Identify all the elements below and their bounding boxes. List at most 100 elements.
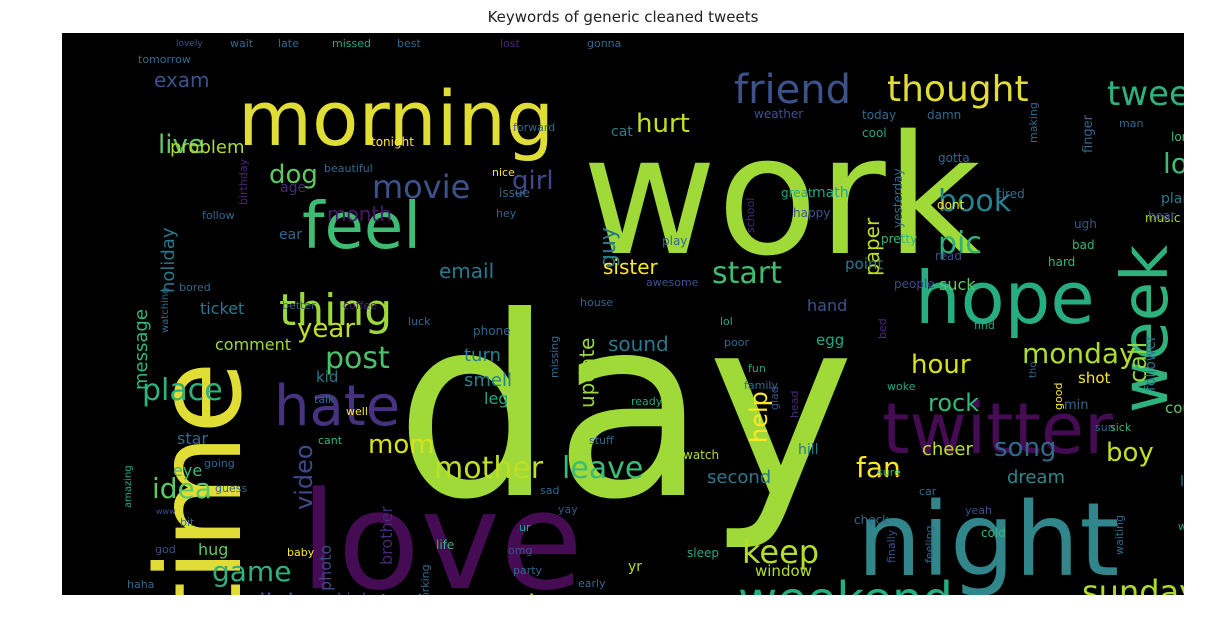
word-dog: dog bbox=[269, 160, 318, 190]
word-missed: missed bbox=[332, 37, 371, 50]
word-damn: damn bbox=[927, 108, 961, 122]
word-better: better bbox=[282, 299, 316, 312]
word-hard: hard bbox=[1048, 255, 1075, 269]
word-video: video bbox=[290, 444, 318, 510]
word-watching: watching bbox=[160, 287, 171, 333]
word-head: head bbox=[788, 391, 801, 418]
word-beautiful: beautiful bbox=[324, 162, 373, 175]
word-point: point bbox=[845, 255, 883, 273]
word-hand: hand bbox=[807, 296, 847, 315]
word-sunday: sunday bbox=[1082, 573, 1184, 595]
word-hate: hate bbox=[274, 374, 400, 439]
word-talk: talk bbox=[314, 393, 335, 406]
word-book: book bbox=[938, 184, 1012, 219]
word-boy: boy bbox=[1106, 438, 1154, 468]
word-holiday: holiday bbox=[158, 227, 179, 293]
word-yesterday: yesterday bbox=[891, 168, 905, 228]
word-song: song bbox=[994, 433, 1056, 463]
word-guess: guess bbox=[215, 482, 247, 495]
word-help: help bbox=[745, 391, 773, 443]
word-link: link bbox=[259, 589, 302, 595]
word-cloud-canvas: day work love time night morning twitter hope we… bbox=[62, 33, 1184, 595]
word-cant: cant bbox=[318, 434, 343, 447]
word-sad: sad bbox=[540, 484, 559, 497]
word-sure: sure bbox=[877, 466, 901, 479]
word-early: early bbox=[578, 577, 606, 590]
word-cool: cool bbox=[862, 126, 887, 140]
word-day: day bbox=[395, 263, 855, 554]
word-plan: plan bbox=[1161, 191, 1184, 207]
word-tweet: tweet bbox=[1107, 74, 1184, 114]
word-live: live bbox=[158, 130, 204, 160]
word-ticket: ticket bbox=[200, 299, 244, 318]
word-cold: cold bbox=[981, 526, 1006, 540]
word-today: today bbox=[862, 108, 896, 122]
word-baby: baby bbox=[287, 546, 315, 559]
word-game: game bbox=[212, 555, 291, 588]
word-sun: sun bbox=[1095, 421, 1115, 434]
word-awesome: awesome bbox=[646, 276, 699, 289]
word-wow: wow bbox=[1178, 520, 1184, 533]
word-yeah: yeah bbox=[965, 504, 992, 517]
word-bored: bored bbox=[179, 281, 211, 294]
word-start: start bbox=[712, 256, 782, 291]
word-car: car bbox=[919, 485, 937, 498]
word-well: well bbox=[346, 405, 368, 418]
word-fan: fan bbox=[856, 451, 901, 484]
word-movie: movie bbox=[372, 168, 470, 206]
word-message: message bbox=[131, 309, 152, 390]
word-smell: smell bbox=[464, 370, 512, 391]
word-keep: keep bbox=[742, 533, 819, 571]
word-dont: dont bbox=[937, 198, 965, 212]
word-eye: eye bbox=[173, 461, 202, 480]
word-read: read bbox=[935, 249, 962, 263]
word-god: god bbox=[155, 543, 176, 556]
word-ugh: ugh bbox=[1074, 217, 1097, 231]
word-omg: omg bbox=[508, 544, 532, 557]
word-post: post bbox=[325, 341, 390, 376]
word-late: late bbox=[278, 37, 299, 50]
word-sleep: sleep bbox=[687, 546, 719, 560]
word-family: family bbox=[744, 379, 778, 392]
word-phone: phone bbox=[473, 324, 511, 338]
word-bird: bird bbox=[337, 590, 366, 595]
word-test: test bbox=[380, 589, 426, 595]
word-check: check bbox=[854, 513, 889, 527]
word-leave: leave bbox=[562, 451, 643, 486]
word-play: play bbox=[662, 234, 687, 248]
word-going: going bbox=[204, 457, 235, 470]
word-find: find bbox=[974, 319, 995, 332]
word-amazing: amazing bbox=[123, 465, 134, 508]
word-nice: nice bbox=[492, 166, 515, 179]
word-missing: missing bbox=[548, 336, 561, 378]
word-haha: haha bbox=[127, 578, 154, 591]
word-dream: dream bbox=[1007, 467, 1065, 488]
word-fun: fun bbox=[748, 362, 766, 375]
word-min: min bbox=[1064, 398, 1089, 413]
word-monday: monday bbox=[1022, 337, 1136, 370]
word-hear: hear bbox=[1148, 209, 1175, 223]
word-update: update bbox=[575, 338, 599, 408]
word-lot: lot bbox=[1163, 147, 1184, 180]
word-yay: yay bbox=[558, 503, 578, 516]
word-suck: suck bbox=[939, 275, 976, 294]
word-tho: tho bbox=[1028, 362, 1039, 378]
word-sister: sister bbox=[603, 255, 659, 279]
word-coffee: coffee bbox=[343, 299, 377, 312]
word-making: making bbox=[1027, 102, 1040, 143]
word-bed: bed bbox=[876, 318, 889, 339]
word-problem: problem bbox=[170, 137, 244, 158]
word-girl: girl bbox=[512, 166, 554, 196]
word-bad: bad bbox=[1072, 238, 1095, 252]
chart-title: Keywords of generic cleaned tweets bbox=[487, 8, 759, 26]
word-lost: lost bbox=[500, 37, 521, 50]
word-hour: hour bbox=[911, 350, 971, 380]
word-love: love bbox=[300, 463, 583, 595]
word-life: life bbox=[436, 538, 454, 552]
word-picture: picture bbox=[513, 590, 597, 595]
word-turn: turn bbox=[464, 345, 501, 366]
word-brother: brother bbox=[377, 506, 396, 565]
word-feeling: feeling bbox=[923, 526, 936, 563]
word-people: people bbox=[894, 277, 935, 291]
word-gonna: gonna bbox=[587, 37, 621, 50]
